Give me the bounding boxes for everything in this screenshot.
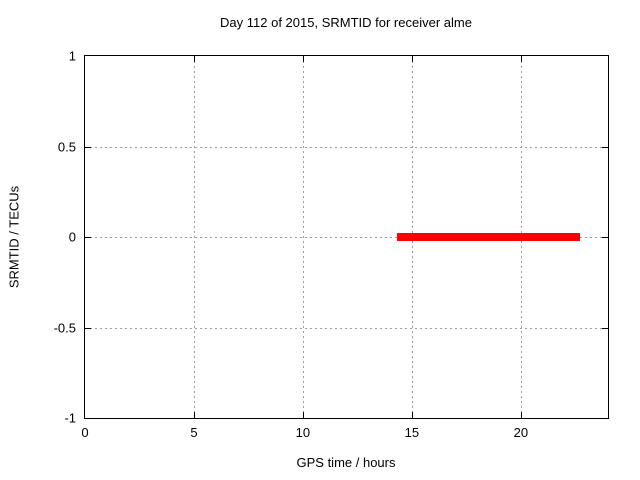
- y-tick-label: 0.5: [57, 139, 76, 154]
- x-tick-label: 0: [81, 425, 89, 440]
- plot-area: 0 5 10 15 20 -1 -0.5 0 0.5 1: [54, 49, 609, 440]
- y-tick-mirror: [602, 327, 608, 329]
- y-tick-label: -0.5: [53, 320, 76, 335]
- x-tick-mirror: [520, 56, 522, 62]
- y-tick: [85, 237, 91, 238]
- x-axis-label: GPS time / hours: [296, 455, 396, 470]
- y-gridline: [85, 237, 608, 238]
- y-tick-mirror: [602, 237, 608, 238]
- y-gridline: [85, 327, 608, 329]
- x-tick-label: 20: [513, 425, 529, 440]
- y-tick-label: -1: [64, 410, 76, 426]
- x-tick-mirror: [411, 56, 413, 62]
- y-tick-label: 1: [68, 48, 76, 64]
- x-tick: [411, 412, 413, 418]
- chart-title: Day 112 of 2015, SRMTID for receiver alm…: [220, 15, 472, 30]
- y-tick: [85, 327, 91, 329]
- x-tick-label: 10: [295, 425, 311, 440]
- y-gridline: [85, 146, 608, 148]
- x-tick: [302, 412, 304, 418]
- x-tick-label: 5: [190, 425, 198, 440]
- x-tick: [520, 412, 522, 418]
- y-axis-label: SRMTID / TECUs: [6, 185, 22, 289]
- x-tick-label: 15: [404, 425, 420, 440]
- x-tick-mirror: [193, 56, 195, 62]
- data-series-srmtid: [397, 233, 580, 241]
- y-tick: [85, 146, 91, 148]
- x-tick-mirror: [302, 56, 304, 62]
- y-tick-label: 0: [68, 229, 76, 245]
- y-tick-mirror: [602, 146, 608, 148]
- x-tick: [193, 412, 195, 418]
